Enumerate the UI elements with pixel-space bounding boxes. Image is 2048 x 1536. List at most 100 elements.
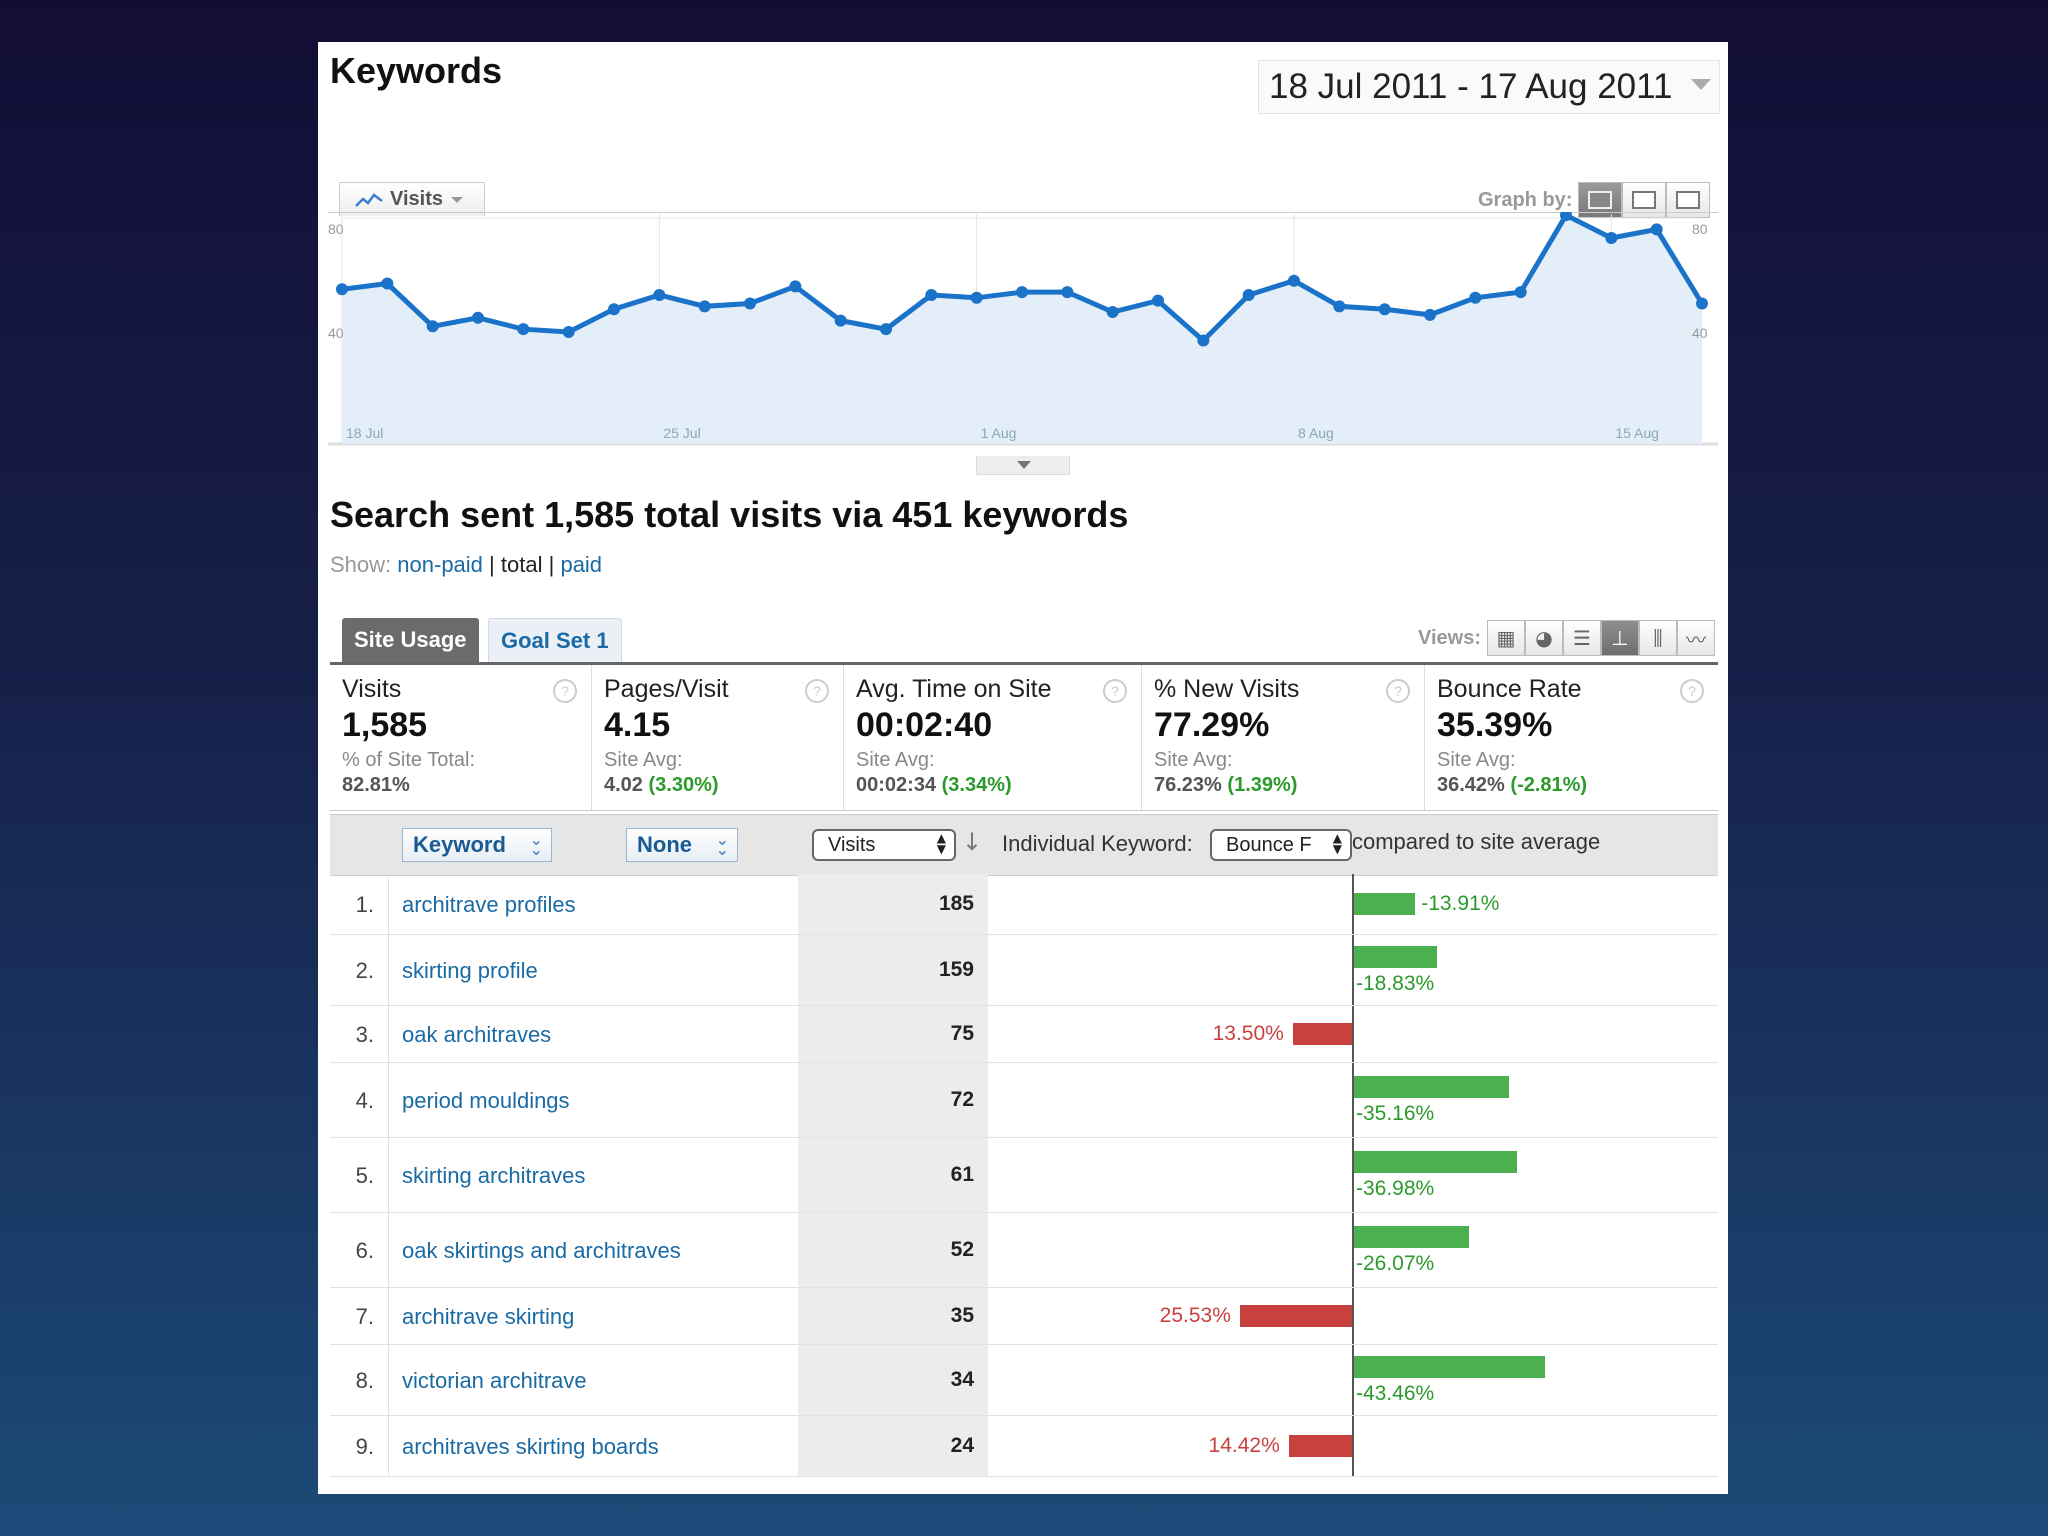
help-icon[interactable]: ?	[805, 679, 829, 703]
data-point[interactable]	[653, 288, 666, 301]
chevron-down-icon	[1691, 79, 1711, 90]
data-point[interactable]	[426, 320, 439, 333]
row-number: 3.	[355, 1022, 374, 1047]
tab-site-usage[interactable]: Site Usage	[342, 618, 479, 662]
comparison-bar	[1239, 1305, 1352, 1327]
data-point[interactable]	[1333, 300, 1346, 313]
non-paid-link[interactable]: non-paid	[397, 552, 483, 577]
show-label: Show:	[330, 552, 392, 577]
data-point[interactable]	[1152, 294, 1164, 307]
metric-value: 4.15	[604, 706, 671, 744]
column-divider	[388, 1416, 389, 1476]
data-point[interactable]	[1288, 274, 1300, 287]
metric-value: 77.29%	[1154, 706, 1270, 744]
data-point[interactable]	[834, 314, 847, 327]
keyword-link[interactable]: oak architraves	[402, 1022, 552, 1047]
metric-sub-value: 76.23% (1.39%)	[1154, 774, 1298, 796]
data-point[interactable]	[1378, 303, 1391, 316]
data-point[interactable]	[1469, 291, 1482, 304]
table-row: 1. architrave profiles 185 -13.91%	[330, 874, 1718, 935]
data-point[interactable]	[1106, 306, 1119, 319]
keyword-link[interactable]: victorian architrave	[402, 1368, 587, 1393]
metric-sub-label: % of Site Total:	[342, 749, 476, 771]
column-divider	[388, 1063, 389, 1137]
pivot-view-button[interactable]: ⫼	[1639, 620, 1677, 656]
comparison-label: 25.53%	[1159, 1304, 1231, 1327]
x-tick-label: 1 Aug	[981, 425, 1017, 441]
sort-descending-icon[interactable]: ↓	[962, 828, 983, 856]
tab-underline	[330, 662, 1718, 665]
views-controls: Views: ▦ ◕ ☰ ⊥ ⫼ 〰	[1418, 620, 1715, 656]
data-point[interactable]	[970, 291, 983, 304]
updown-icon: ▲ ▼	[1332, 831, 1342, 856]
column-divider	[388, 1345, 389, 1415]
data-point[interactable]	[1242, 288, 1255, 301]
report-panel: Keywords 18 Jul 2011 - 17 Aug 2011 Visit…	[318, 42, 1728, 1494]
keyword-link[interactable]: skirting architraves	[402, 1163, 586, 1188]
metric-value: 00:02:40	[856, 706, 993, 744]
data-point[interactable]	[1016, 286, 1028, 299]
date-range-picker[interactable]: 18 Jul 2011 - 17 Aug 2011	[1258, 60, 1720, 114]
comparison-bar	[1354, 1226, 1469, 1248]
paid-link[interactable]: paid	[560, 552, 603, 577]
keyword-link[interactable]: architraves skirting boards	[402, 1434, 659, 1459]
data-point[interactable]	[336, 283, 348, 296]
data-point[interactable]	[925, 288, 938, 301]
data-point[interactable]	[517, 323, 530, 336]
compare-metric-label: Bounce F	[1226, 833, 1312, 856]
data-point[interactable]	[1650, 223, 1663, 236]
data-point[interactable]	[1696, 297, 1708, 310]
comparison-label: -36.98%	[1356, 1177, 1435, 1200]
data-point[interactable]	[1560, 212, 1572, 222]
sort-metric-label: Visits	[828, 833, 876, 856]
metric-sub-label: Site Avg:	[604, 749, 683, 771]
individual-keyword-label: Individual Keyword:	[1002, 831, 1193, 856]
total-current: total	[500, 552, 543, 577]
pie-view-button[interactable]: ◕	[1525, 620, 1563, 656]
double-chevron-icon: ⌄ ⌄	[529, 830, 543, 859]
keyword-link[interactable]: period mouldings	[402, 1088, 570, 1113]
y-tick-right-80: 80	[1692, 221, 1708, 237]
data-point[interactable]	[880, 323, 892, 336]
table-row: 2. skirting profile 159 -18.83%	[330, 935, 1718, 1006]
data-point[interactable]	[1514, 286, 1527, 299]
data-point[interactable]	[698, 300, 711, 313]
graph-metric-dropdown[interactable]: Visits	[339, 182, 485, 216]
help-icon[interactable]: ?	[1680, 679, 1704, 703]
data-point[interactable]	[608, 303, 620, 316]
keyword-link[interactable]: skirting profile	[402, 958, 538, 983]
row-number: 1.	[355, 892, 374, 917]
data-point[interactable]	[1424, 308, 1436, 321]
help-icon[interactable]: ?	[1386, 679, 1410, 703]
collapse-chart-toggle[interactable]	[976, 456, 1070, 475]
keyword-link[interactable]: oak skirtings and architraves	[402, 1238, 681, 1263]
visits-cell: 52	[798, 1213, 988, 1287]
separator: |	[548, 552, 555, 577]
data-point[interactable]	[381, 277, 394, 290]
term-cloud-button[interactable]: 〰	[1677, 620, 1715, 656]
comparison-view-button[interactable]: ⊥	[1601, 620, 1639, 656]
keyword-link[interactable]: architrave profiles	[402, 892, 576, 917]
table-row: 4. period mouldings 72 -35.16%	[330, 1063, 1718, 1138]
data-point[interactable]	[562, 326, 575, 338]
data-point[interactable]	[744, 297, 756, 310]
comparison-bar	[1354, 893, 1416, 915]
compare-metric-select[interactable]: Bounce F ▲ ▼	[1210, 829, 1352, 861]
data-point[interactable]	[472, 311, 484, 324]
help-icon[interactable]: ?	[553, 679, 577, 703]
comparison-axis	[1352, 1213, 1354, 1287]
dimension-dropdown[interactable]: Keyword ⌄ ⌄	[402, 828, 552, 862]
visits-chart: 80 40 80 40 18 Jul 25 Jul 1 Aug 8 Aug 15 Aug	[328, 212, 1718, 446]
secondary-dimension-dropdown[interactable]: None ⌄ ⌄	[626, 828, 738, 862]
data-point[interactable]	[1061, 286, 1074, 299]
help-icon[interactable]: ?	[1103, 679, 1127, 703]
tab-goal-set-1[interactable]: Goal Set 1	[488, 618, 622, 662]
table-view-button[interactable]: ▦	[1487, 620, 1525, 656]
pivot-icon: ⫼	[1653, 626, 1663, 650]
data-point[interactable]	[1197, 334, 1210, 347]
performance-view-button[interactable]: ☰	[1563, 620, 1601, 656]
data-point[interactable]	[1605, 231, 1618, 244]
data-point[interactable]	[789, 280, 802, 293]
sort-metric-select[interactable]: Visits ▲ ▼	[812, 829, 956, 861]
keyword-link[interactable]: architrave skirting	[402, 1304, 575, 1329]
